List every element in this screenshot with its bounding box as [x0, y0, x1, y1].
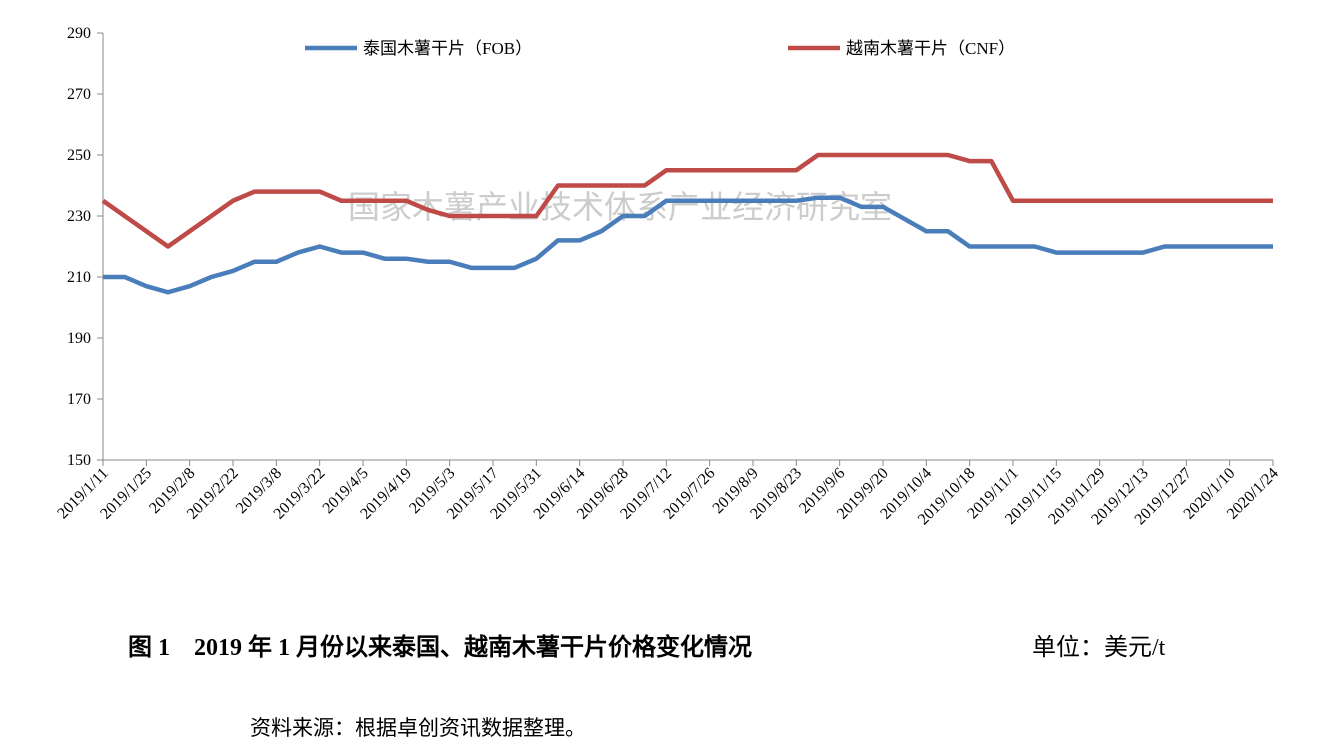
y-tick-label: 250 [67, 147, 91, 164]
y-tick-label: 170 [67, 391, 91, 408]
y-tick-label: 150 [67, 452, 91, 469]
y-tick-label: 270 [67, 86, 91, 103]
caption: 图 1 2019 年 1 月份以来泰国、越南木薯干片价格变化情况 [128, 633, 752, 661]
y-tick-label: 230 [67, 208, 91, 225]
series-line [101, 152, 1273, 249]
legend-label: 越南木薯干片（CNF） [846, 39, 1015, 58]
unit: 单位：美元/t [1032, 634, 1166, 661]
y-tick-label: 190 [67, 330, 91, 347]
y-tick-label: 210 [67, 269, 91, 286]
source: 资料来源：根据卓创资讯数据整理。 [250, 716, 586, 740]
legend-label: 泰国木薯干片（FOB） [363, 39, 532, 58]
series-line [103, 195, 1273, 295]
y-tick-label: 290 [67, 25, 91, 42]
